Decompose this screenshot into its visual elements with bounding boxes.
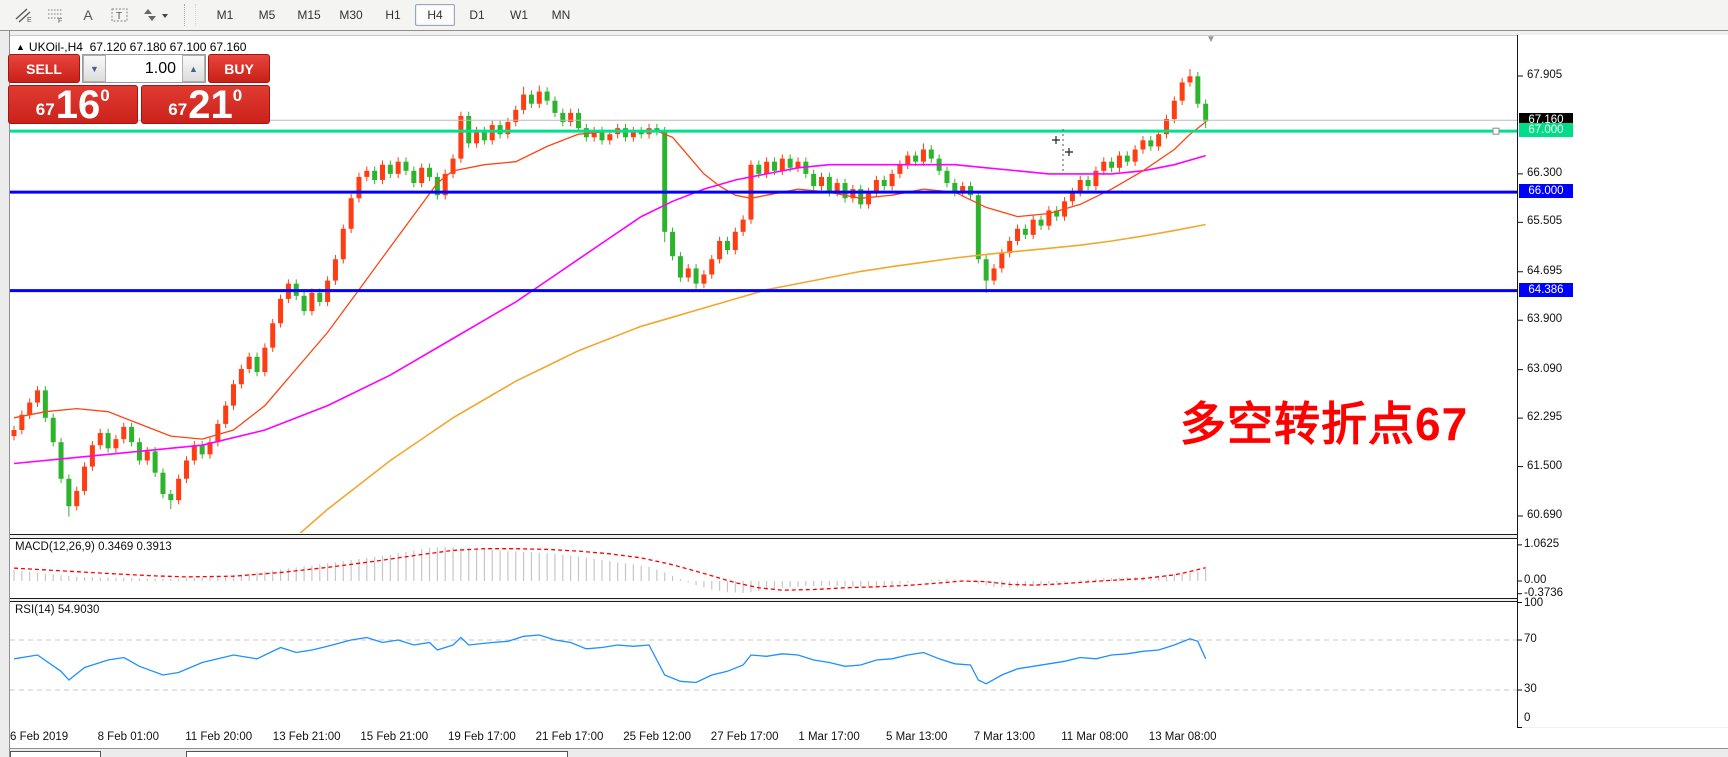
macd-axis-label: 1.0625 [1524, 537, 1560, 550]
bottom-partial-window [10, 751, 101, 757]
price-tick-label: 61.500 [1527, 459, 1563, 472]
volume-decrease-button[interactable]: ▼ [83, 55, 106, 82]
rsi-axis-label: 100 [1524, 597, 1544, 609]
timeframe-button-M5[interactable]: M5 [258, 8, 276, 22]
timeframe-button-H1[interactable]: H1 [385, 8, 401, 22]
date-label: 27 Feb 17:00 [710, 731, 779, 743]
macd-axis-label: 0.00 [1524, 574, 1547, 586]
one-click-trading-panel: SELL ▼ 1.00 ▲ BUY 67 16 0 67 21 0 [8, 54, 270, 128]
symbol-triangle-icon: ▲ [16, 42, 25, 52]
chart-toolbar: E F A T M1 M5 M15 M30 H1 H4 D1 W1 MN [0, 0, 1728, 31]
buy-price-tile[interactable]: 67 21 0 [140, 83, 270, 128]
price-tick-label: 62.295 [1527, 411, 1563, 424]
sell-button[interactable]: SELL [8, 54, 80, 83]
price-badge-67.000: 67.000 [1519, 123, 1573, 138]
svg-text:F: F [58, 18, 62, 23]
price-axis[interactable] [1517, 35, 1728, 727]
date-label: 13 Mar 08:00 [1148, 731, 1217, 743]
macd-axis-label: -0.3736 [1524, 586, 1564, 599]
bottom-window-strip [0, 748, 1728, 757]
volume-input[interactable]: 1.00 [144, 59, 176, 77]
fibonacci-tool-icon[interactable]: F [42, 2, 70, 28]
volume-spinner: ▼ 1.00 ▲ [82, 54, 206, 83]
chart-annotation-text: 多空转折点67 [1180, 398, 1469, 450]
timeframe-button-M1[interactable]: M1 [216, 8, 234, 22]
date-label: 11 Mar 08:00 [1061, 731, 1129, 743]
sell-price-main: 16 [55, 83, 101, 128]
sell-price-prefix: 67 [35, 100, 55, 119]
price-tick-label: 60.690 [1527, 508, 1563, 521]
text-label-tool-icon[interactable]: T [106, 2, 134, 28]
date-label: 25 Feb 12:00 [623, 731, 691, 743]
date-label: 13 Feb 21:00 [272, 731, 341, 743]
bottom-partial-window [186, 751, 568, 757]
window-left-edge [0, 31, 10, 757]
equidistant-channel-tool-icon[interactable]: E [10, 2, 38, 28]
rsi-axis-label: 30 [1524, 683, 1537, 695]
date-label: 11 Feb 20:00 [185, 731, 253, 743]
date-label: 15 Feb 21:00 [360, 731, 429, 743]
date-label: 6 Feb 2019 [10, 731, 69, 743]
timeframe-button-M15[interactable]: M15 [297, 8, 321, 22]
price-tick-label: 63.090 [1527, 362, 1563, 375]
price-badge-64.386: 64.386 [1519, 282, 1573, 297]
svg-text:E: E [27, 17, 32, 23]
timeframe-button-M30[interactable]: M30 [339, 8, 363, 22]
date-label: 19 Feb 17:00 [448, 731, 516, 743]
symbol-ohlc-header: ▲ UKOil-,H4 67.120 67.180 67.100 67.160 [16, 40, 246, 54]
date-label: 7 Mar 13:00 [973, 731, 1035, 743]
buy-price-prefix: 67 [168, 100, 188, 119]
timeframe-button-W1[interactable]: W1 [510, 8, 528, 22]
price-tick-label: 64.695 [1527, 264, 1563, 277]
volume-increase-button[interactable]: ▲ [182, 55, 205, 82]
price-tick-label: 63.900 [1527, 313, 1563, 326]
arrows-tool-icon[interactable] [138, 2, 174, 28]
rsi-indicator-pane[interactable] [10, 601, 1517, 729]
symbol-name: UKOil-,H4 [28, 40, 83, 54]
svg-text:T: T [116, 11, 122, 22]
date-label: 8 Feb 01:00 [97, 731, 159, 743]
date-label: 21 Feb 17:00 [535, 731, 604, 743]
timeframe-button-group: M1 M5 M15 M30 H1 H4 D1 W1 MN [204, 4, 582, 26]
rsi-axis-label: 0 [1524, 712, 1531, 724]
buy-button[interactable]: BUY [208, 54, 270, 83]
time-axis[interactable]: 6 Feb 2019 8 Feb 01:00 11 Feb 20:00 13 Feb … [10, 728, 1728, 748]
rsi-label: RSI(14) 54.9030 [15, 604, 100, 616]
price-tick-label: 65.505 [1527, 215, 1563, 228]
date-label: 1 Mar 17:00 [798, 731, 860, 743]
buy-price-main: 21 [188, 83, 233, 128]
buy-price-pips: 0 [232, 86, 243, 105]
macd-indicator-pane[interactable] [10, 538, 1517, 599]
macd-label: MACD(12,26,9) 0.3469 0.3913 [15, 541, 172, 553]
timeframe-button-D1[interactable]: D1 [469, 8, 485, 22]
date-label: 5 Mar 13:00 [886, 731, 948, 743]
price-tick-label: 67.905 [1527, 69, 1563, 81]
price-badge-66.000: 66.000 [1519, 184, 1573, 199]
sell-price-pips: 0 [100, 86, 110, 105]
timeframe-button-H4[interactable]: H4 [415, 4, 455, 26]
sell-price-tile[interactable]: 67 16 0 [8, 83, 138, 128]
chart-shift-marker[interactable]: ▼ [1206, 34, 1216, 45]
text-tool-icon[interactable]: A [83, 7, 93, 23]
rsi-axis-label: 70 [1524, 633, 1537, 645]
toolbar-separator [184, 4, 196, 26]
price-tick-label: 66.300 [1527, 166, 1563, 179]
ohlc-values: 67.120 67.180 67.100 67.160 [89, 40, 247, 54]
timeframe-button-MN[interactable]: MN [551, 8, 571, 22]
